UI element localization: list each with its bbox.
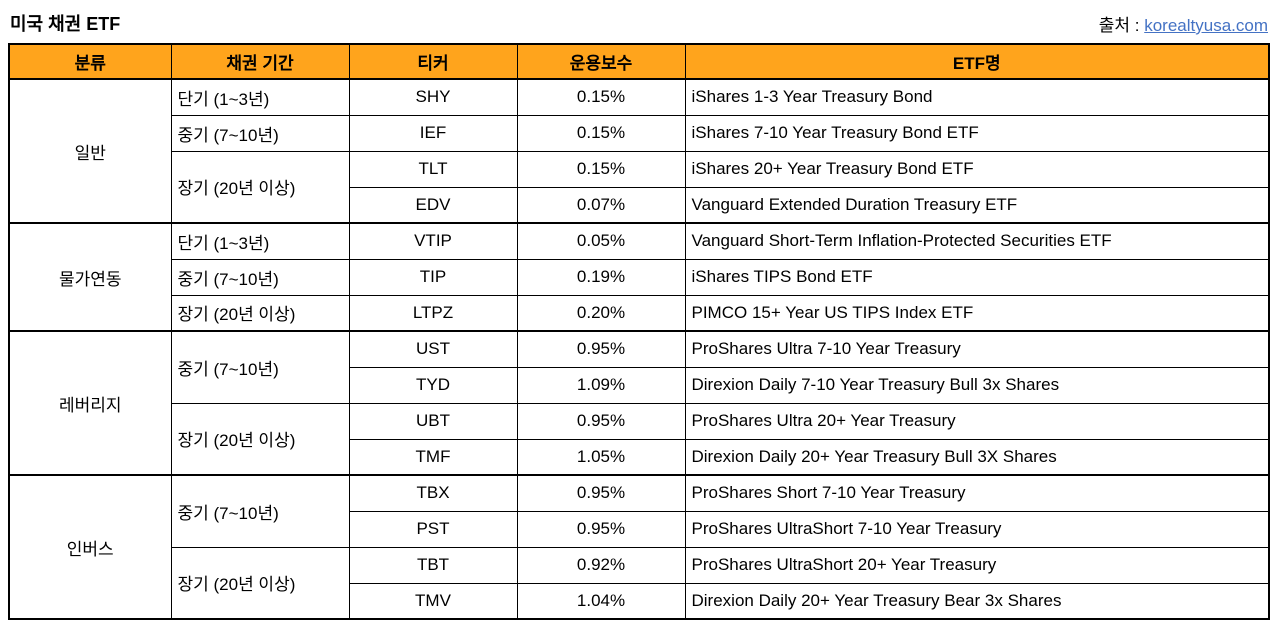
table-row: TMV 1.04% Direxion Daily 20+ Year Treasury…: [9, 582, 1270, 620]
ticker-cell: TMV: [348, 582, 518, 620]
period-cell: 장기 (20년 이상): [170, 294, 350, 332]
header-etf-name: ETF명: [684, 43, 1270, 80]
table-row: 인버스 중기 (7~10년) TBX 0.95% ProShares Short 7-1…: [8, 474, 1270, 620]
ticker-cell: TLT: [348, 150, 518, 188]
fee-cell: 0.92%: [516, 546, 686, 584]
ticker-cell: LTPZ: [348, 294, 518, 332]
etf-name-cell: Vanguard Short-Term Inflation-Protected …: [684, 222, 1270, 260]
fee-cell: 0.95%: [516, 330, 686, 368]
category-cell: 레버리지: [8, 330, 172, 476]
etf-name-cell: Direxion Daily 20+ Year Treasury Bull 3X…: [684, 438, 1270, 476]
etf-name-cell: iShares 7-10 Year Treasury Bond ETF: [684, 114, 1270, 152]
table-row: 중기 (7~10년) IEF 0.15% iShares 7-10 Year Trea…: [9, 114, 1270, 152]
fee-cell: 1.04%: [516, 582, 686, 620]
etf-name-cell: Direxion Daily 20+ Year Treasury Bear 3x…: [684, 582, 1270, 620]
topbar: 미국 채권 ETF 출처 : korealtyusa.com: [10, 10, 1268, 36]
period-cell: 장기 (20년 이상): [170, 402, 350, 476]
table-row: 물가연동 단기 (1~3년) VTIP 0.05% Vanguard Short-Ter…: [8, 222, 1270, 332]
period-cell: 중기 (7~10년): [170, 330, 350, 404]
category-cell: 물가연동: [8, 222, 172, 332]
fee-cell: 0.95%: [516, 474, 686, 512]
table-row: 중기 (7~10년) TIP 0.19% iShares TIPS Bond ETF: [9, 258, 1270, 296]
category-cell: 일반: [8, 78, 172, 224]
ticker-cell: PST: [348, 510, 518, 548]
ticker-cell: TYD: [348, 366, 518, 404]
period-cell: 중기 (7~10년): [170, 258, 350, 296]
table-row: 장기 (20년 이상) TLT 0.15% iShares 20+ Year Trea…: [9, 150, 1270, 224]
etf-name-cell: Direxion Daily 7-10 Year Treasury Bull 3…: [684, 366, 1270, 404]
table-row: 일반 단기 (1~3년) SHY 0.15% iShares 1-3 Year Trea…: [8, 78, 1270, 224]
period-cell: 장기 (20년 이상): [170, 150, 350, 224]
etf-name-cell: Vanguard Extended Duration Treasury ETF: [684, 186, 1270, 224]
ticker-cell: IEF: [348, 114, 518, 152]
period-cell: 단기 (1~3년): [170, 222, 350, 260]
etf-name-cell: ProShares UltraShort 20+ Year Treasury: [684, 546, 1270, 584]
ticker-cell: SHY: [348, 78, 518, 116]
fee-cell: 0.95%: [516, 402, 686, 440]
table-row: PST 0.95% ProShares UltraShort 7-10 Year T…: [9, 510, 1270, 548]
source-line: 출처 : korealtyusa.com: [1099, 11, 1268, 36]
fee-cell: 1.09%: [516, 366, 686, 404]
period-cell: 단기 (1~3년): [170, 78, 350, 116]
ticker-cell: TBX: [348, 474, 518, 512]
header-row: 분류 채권 기간 티커 운용보수 ETF명: [8, 43, 1270, 80]
ticker-cell: TIP: [348, 258, 518, 296]
table-row: 장기 (20년 이상) UBT 0.95% ProShares Ultra 20+ Y…: [9, 402, 1270, 476]
fee-cell: 0.15%: [516, 78, 686, 116]
fee-cell: 0.19%: [516, 258, 686, 296]
source-label: 출처 :: [1098, 16, 1145, 35]
etf-name-cell: ProShares Short 7-10 Year Treasury: [684, 474, 1270, 512]
ticker-cell: EDV: [348, 186, 518, 224]
table-row: TYD 1.09% Direxion Daily 7-10 Year Treasur…: [9, 366, 1270, 404]
etf-name-cell: iShares 1-3 Year Treasury Bond: [684, 78, 1270, 116]
ticker-cell: TMF: [348, 438, 518, 476]
table-row: EDV 0.07% Vanguard Extended Duration Treas…: [9, 186, 1270, 224]
etf-name-cell: ProShares UltraShort 7-10 Year Treasury: [684, 510, 1270, 548]
table-row: 장기 (20년 이상) LTPZ 0.20% PIMCO 15+ Year US TI…: [9, 294, 1270, 332]
ticker-cell: TBT: [348, 546, 518, 584]
ticker-cell: VTIP: [348, 222, 518, 260]
ticker-cell: UST: [348, 330, 518, 368]
table-row: TMF 1.05% Direxion Daily 20+ Year Treasury…: [9, 438, 1270, 476]
page-title: 미국 채권 ETF: [10, 14, 121, 34]
fee-cell: 0.05%: [516, 222, 686, 260]
header-fee: 운용보수: [516, 43, 686, 80]
header-ticker: 티커: [348, 43, 518, 80]
fee-cell: 0.15%: [516, 150, 686, 188]
etf-table: 분류 채권 기간 티커 운용보수 ETF명 일반 단기 (1~3년) SHY 0.15…: [8, 43, 1270, 620]
period-cell: 장기 (20년 이상): [170, 546, 350, 620]
period-cell: 중기 (7~10년): [170, 474, 350, 548]
fee-cell: 1.05%: [516, 438, 686, 476]
source-link[interactable]: korealtyusa.com: [1144, 16, 1268, 35]
etf-name-cell: ProShares Ultra 20+ Year Treasury: [684, 402, 1270, 440]
etf-name-cell: iShares 20+ Year Treasury Bond ETF: [684, 150, 1270, 188]
header-category: 분류: [8, 43, 172, 80]
period-cell: 중기 (7~10년): [170, 114, 350, 152]
fee-cell: 0.15%: [516, 114, 686, 152]
table-row: 레버리지 중기 (7~10년) UST 0.95% ProShares Ultra 7-…: [8, 330, 1270, 476]
category-cell: 인버스: [8, 474, 172, 620]
table-row: 장기 (20년 이상) TBT 0.92% ProShares UltraShort …: [9, 546, 1270, 620]
etf-name-cell: ProShares Ultra 7-10 Year Treasury: [684, 330, 1270, 368]
fee-cell: 0.07%: [516, 186, 686, 224]
fee-cell: 0.20%: [516, 294, 686, 332]
etf-name-cell: iShares TIPS Bond ETF: [684, 258, 1270, 296]
fee-cell: 0.95%: [516, 510, 686, 548]
ticker-cell: UBT: [348, 402, 518, 440]
header-period: 채권 기간: [170, 43, 350, 80]
etf-name-cell: PIMCO 15+ Year US TIPS Index ETF: [684, 294, 1270, 332]
